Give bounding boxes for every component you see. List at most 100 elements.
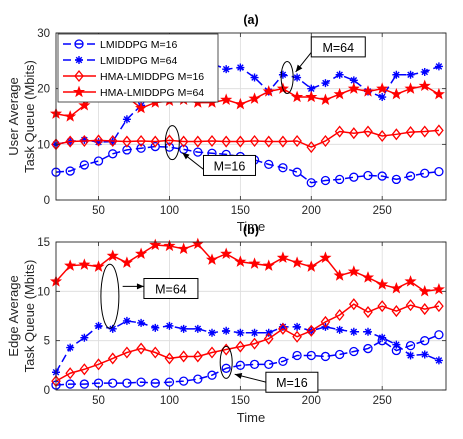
legend-label: HMA-LMIDDPG M=64 bbox=[100, 87, 204, 99]
data-point-asterisk bbox=[66, 343, 75, 352]
legend-label: LMIDDPG M=16 bbox=[100, 39, 177, 51]
annotation-ellipse bbox=[164, 125, 180, 161]
data-point-asterisk bbox=[278, 322, 287, 331]
data-point-star bbox=[347, 82, 360, 94]
data-point-diamond bbox=[107, 352, 118, 365]
data-point-circle bbox=[405, 340, 416, 351]
data-point-diamond bbox=[235, 340, 246, 353]
annotation-arrowhead bbox=[136, 283, 144, 290]
data-point-diamond bbox=[178, 135, 189, 148]
series-line bbox=[55, 320, 440, 373]
data-point-circle bbox=[306, 350, 316, 361]
data-point-asterisk bbox=[222, 65, 231, 74]
data-point-circle bbox=[207, 370, 217, 380]
data-point-diamond bbox=[150, 346, 161, 359]
data-point-asterisk bbox=[349, 76, 358, 85]
data-point-diamond bbox=[263, 332, 274, 345]
x-tick-label: 50 bbox=[92, 395, 105, 407]
data-point-circle bbox=[320, 175, 331, 186]
data-point-star bbox=[262, 259, 275, 271]
data-point-circle bbox=[363, 170, 373, 181]
data-point-star bbox=[78, 99, 91, 111]
data-point-diamond bbox=[348, 298, 359, 311]
data-point-star bbox=[72, 85, 86, 98]
data-point-star bbox=[319, 93, 332, 105]
data-point-circle bbox=[320, 351, 331, 362]
data-point-asterisk bbox=[335, 70, 344, 79]
data-point-circle bbox=[122, 378, 132, 388]
data-point-circle bbox=[420, 168, 430, 178]
y-tick-label: 0 bbox=[44, 385, 50, 397]
data-point-star bbox=[106, 249, 119, 261]
panel-a: 50 100 150 200 250 0 10 20 30 (a) Time User Average… bbox=[6, 13, 447, 234]
data-point-asterisk bbox=[80, 333, 89, 342]
data-point-diamond bbox=[292, 330, 302, 343]
data-point-asterisk bbox=[80, 135, 89, 144]
data-point-star bbox=[361, 85, 375, 97]
data-point-asterisk bbox=[392, 70, 401, 79]
data-point-circle bbox=[193, 147, 203, 157]
annotation-box bbox=[265, 371, 319, 393]
data-point-asterisk bbox=[321, 79, 330, 88]
data-point-star bbox=[205, 253, 219, 265]
data-point-diamond bbox=[391, 305, 402, 318]
y-axis-label-line-2: Task Queue (Mbits) bbox=[22, 60, 37, 173]
data-point-asterisk bbox=[137, 318, 146, 327]
x-tick-label: 50 bbox=[92, 205, 105, 217]
data-point-asterisk bbox=[122, 316, 131, 325]
data-point-circle bbox=[377, 171, 387, 181]
data-point-circle bbox=[405, 171, 416, 181]
x-tick-label: 200 bbox=[302, 205, 321, 217]
legend-entry: HMA-LMIDDPG M=64 bbox=[63, 85, 204, 99]
data-point-star bbox=[220, 93, 233, 105]
annotation-ellipse bbox=[280, 61, 294, 95]
data-point-diamond bbox=[235, 135, 246, 148]
data-point-circle bbox=[235, 360, 246, 370]
annotation-box bbox=[202, 154, 256, 176]
data-point-star bbox=[64, 259, 77, 271]
data-point-star bbox=[220, 247, 233, 259]
data-point-circle bbox=[249, 359, 260, 369]
data-point-star bbox=[390, 87, 403, 100]
data-point-diamond bbox=[136, 134, 146, 148]
data-point-star bbox=[291, 90, 304, 103]
data-point-star bbox=[390, 282, 403, 294]
data-point-star bbox=[361, 271, 375, 283]
data-point-star bbox=[333, 87, 346, 100]
data-point-star bbox=[319, 251, 332, 263]
axes-box bbox=[55, 32, 447, 201]
data-point-asterisk bbox=[406, 70, 415, 79]
legend-entry: HMA-LMIDDPG M=16 bbox=[63, 69, 204, 83]
data-point-star bbox=[135, 101, 148, 114]
x-axis-label: Time bbox=[237, 219, 265, 234]
data-point-asterisk bbox=[420, 350, 429, 359]
data-point-circle bbox=[391, 174, 402, 185]
data-point-star bbox=[276, 251, 289, 263]
data-point-diamond bbox=[122, 135, 132, 148]
data-point-circle bbox=[264, 359, 274, 369]
data-point-diamond bbox=[419, 125, 430, 138]
data-point-circle bbox=[306, 178, 316, 188]
data-point-diamond bbox=[391, 128, 402, 141]
x-tick-label: 250 bbox=[373, 395, 392, 407]
data-point-circle bbox=[93, 156, 104, 166]
data-point-star bbox=[135, 247, 148, 259]
series-line bbox=[55, 303, 440, 382]
data-point-asterisk bbox=[193, 324, 202, 333]
y-tick-label: 30 bbox=[37, 28, 50, 40]
legend: LMIDDPG M=16 LMIDDPG M=64 HMA-LMIDDPG M=16… bbox=[57, 33, 219, 103]
annotation-label: M=16 bbox=[214, 159, 246, 173]
data-point-diamond bbox=[434, 300, 444, 313]
y-tick-label: 10 bbox=[37, 286, 50, 298]
data-point-circle bbox=[292, 167, 302, 177]
data-point-diamond bbox=[221, 135, 232, 148]
data-point-diamond bbox=[164, 352, 175, 365]
data-point-diamond bbox=[334, 308, 345, 322]
annotation-box bbox=[143, 278, 199, 300]
data-point-circle bbox=[292, 350, 302, 361]
axes-box bbox=[55, 241, 447, 391]
data-point-star bbox=[305, 90, 318, 103]
data-point-diamond bbox=[79, 363, 90, 376]
data-point-diamond bbox=[348, 127, 359, 140]
data-point-diamond bbox=[178, 350, 189, 363]
